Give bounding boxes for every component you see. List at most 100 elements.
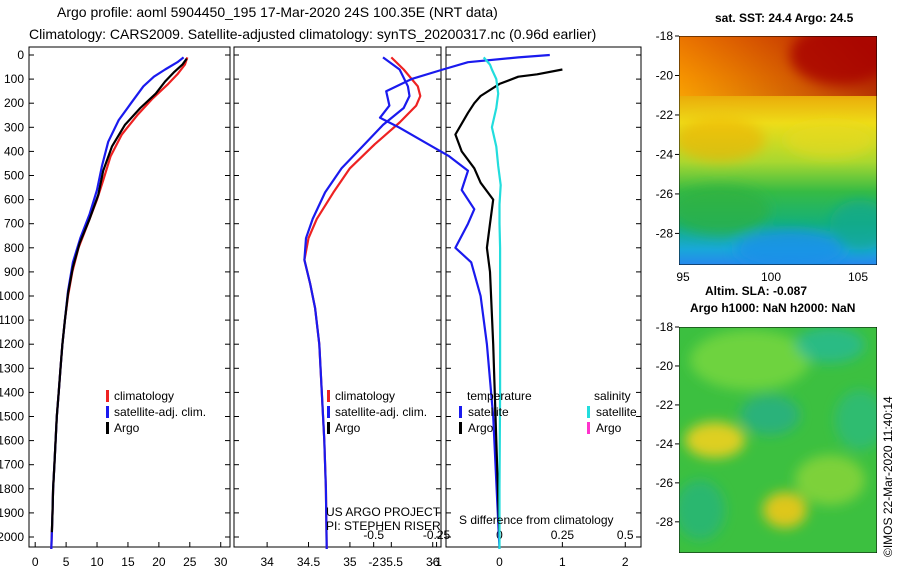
- x-tick-label: 0: [496, 555, 503, 569]
- salinity-series: [303, 56, 422, 550]
- sla-teal-patch: [679, 480, 725, 540]
- sla-yellow-patch-2: [763, 492, 807, 528]
- map-y-tick-label: -22: [656, 398, 674, 412]
- sla-map: [679, 327, 877, 553]
- map-x-tick-label: 100: [761, 270, 781, 284]
- temperature-x-axis: 0 5 10 15 20 25 30: [32, 542, 228, 569]
- depth-tick-label: 300: [4, 120, 24, 134]
- x-tick-label: 34.5: [297, 555, 321, 569]
- x-tick-label: 36: [426, 555, 440, 569]
- map-y-tick-label: -22: [656, 108, 674, 122]
- legend-label-temp-satellite: satellite: [468, 405, 509, 419]
- depth-tick-label: 100: [4, 72, 24, 86]
- sst-cool-patch: [735, 230, 845, 265]
- legend-swatch-argo: [106, 422, 109, 434]
- depth-tick-label: 1000: [0, 289, 24, 303]
- difference-annotation: S difference from climatology: [459, 513, 614, 527]
- legend-label-climatology: climatology: [335, 389, 395, 403]
- legend-label-temp-argo: Argo: [468, 421, 494, 435]
- depth-tick-label: 1500: [0, 410, 24, 424]
- legend-swatch-satellite: [106, 406, 109, 418]
- legend-title-temperature: temperature: [467, 389, 532, 403]
- legend-label-argo: Argo: [335, 421, 361, 435]
- depth-tick-label: 500: [4, 169, 24, 183]
- difference-panel-frame: [445, 46, 642, 548]
- salinity-legend: climatology satellite-adj. clim. Argo: [327, 389, 427, 435]
- x-tick-label: 20: [152, 555, 166, 569]
- x-tick-label: 35: [343, 555, 357, 569]
- temperature-legend: climatology satellite-adj. clim. Argo: [106, 389, 206, 435]
- difference-series: [378, 53, 563, 550]
- salinity-panel-frame: [233, 46, 442, 548]
- difference-legend: temperature satellite Argo salinity sate…: [459, 389, 637, 435]
- legend-swatch-temp-satellite: [459, 406, 462, 418]
- sla-teal-patch-2: [835, 390, 877, 450]
- x-tick-label: 2: [622, 555, 629, 569]
- sst-green-patch: [679, 185, 770, 235]
- legend-swatch-sal-satellite: [587, 406, 590, 418]
- x-tick-label: 5: [63, 555, 70, 569]
- map-y-tick-label: -26: [656, 476, 674, 490]
- credit-project: US ARGO PROJECT: [326, 505, 441, 519]
- sla-map-axes: -18 -20 -22 -24 -26 -28: [656, 320, 679, 529]
- depth-tick-label: 800: [4, 241, 24, 255]
- series-temperature-argo: [454, 68, 563, 538]
- legend-swatch-climatology: [327, 390, 330, 402]
- depth-tick-label: 2000: [0, 530, 24, 544]
- x-tick-label-top: 0.25: [551, 528, 575, 542]
- x-tick-label: -1: [431, 555, 442, 569]
- legend-swatch-climatology: [106, 390, 109, 402]
- sst-map: [679, 36, 877, 265]
- map-y-tick-label: -20: [656, 68, 674, 82]
- map-y-tick-label: -24: [656, 147, 674, 161]
- x-tick-label: 25: [183, 555, 197, 569]
- depth-tick-label: 1400: [0, 385, 24, 399]
- x-tick-label: 34: [260, 555, 274, 569]
- map-y-tick-label: -26: [656, 187, 674, 201]
- depth-tick-label: 600: [4, 193, 24, 207]
- sst-orange-patch: [679, 118, 765, 162]
- x-tick-label-top: -0.25: [423, 528, 451, 542]
- map-y-tick-label: -18: [656, 320, 674, 334]
- depth-tick-label: 700: [4, 217, 24, 231]
- title-line-1: Argo profile: aoml 5904450_195 17-Mar-20…: [57, 4, 498, 20]
- series-temperature-satellite: [378, 53, 550, 550]
- legend-swatch-argo: [327, 422, 330, 434]
- temperature-panel-frame: [28, 46, 231, 548]
- sst-map-axes: -18 -20 -22 -24 -26 -28 95 100 105: [656, 29, 869, 284]
- legend-title-salinity: salinity: [594, 389, 631, 403]
- depth-tick-label: 200: [4, 96, 24, 110]
- sla-light-patch: [690, 330, 810, 390]
- map-y-tick-label: -24: [656, 437, 674, 451]
- map-x-tick-label: 105: [848, 270, 868, 284]
- depth-tick-label: 400: [4, 144, 24, 158]
- x-tick-label: 10: [90, 555, 104, 569]
- map-y-tick-label: -20: [656, 359, 674, 373]
- legend-label-climatology: climatology: [114, 389, 174, 403]
- depth-tick-label: 900: [4, 265, 24, 279]
- x-tick-label-top: -0.5: [363, 528, 384, 542]
- depth-tick-label: 0: [17, 48, 24, 62]
- depth-tick-label: 1100: [0, 313, 24, 327]
- series-argo: [50, 57, 188, 533]
- x-tick-label: 1: [559, 555, 566, 569]
- legend-label-argo: Argo: [114, 421, 140, 435]
- x-tick-label: 35.5: [380, 555, 404, 569]
- depth-tick-label: 1800: [0, 482, 24, 496]
- legend-swatch-satellite: [327, 406, 330, 418]
- legend-label-satellite: satellite-adj. clim.: [335, 405, 427, 419]
- legend-swatch-temp-argo: [459, 422, 462, 434]
- sst-map-title: sat. SST: 24.4 Argo: 24.5: [715, 11, 854, 25]
- sla-yellow-patch: [685, 422, 745, 458]
- sla-cyan-patch: [795, 327, 865, 363]
- map-y-tick-label: -18: [656, 29, 674, 43]
- depth-tick-label: 1700: [0, 458, 24, 472]
- sla-map-title-2: Argo h1000: NaN h2000: NaN: [690, 301, 855, 315]
- map-y-tick-label: -28: [656, 515, 674, 529]
- series-salinity-satellite: [482, 56, 502, 549]
- map-x-tick-label: 95: [676, 270, 690, 284]
- sst-warm-patch: [790, 36, 877, 85]
- sst-teal-patch: [830, 200, 877, 250]
- depth-tick-label: 1600: [0, 434, 24, 448]
